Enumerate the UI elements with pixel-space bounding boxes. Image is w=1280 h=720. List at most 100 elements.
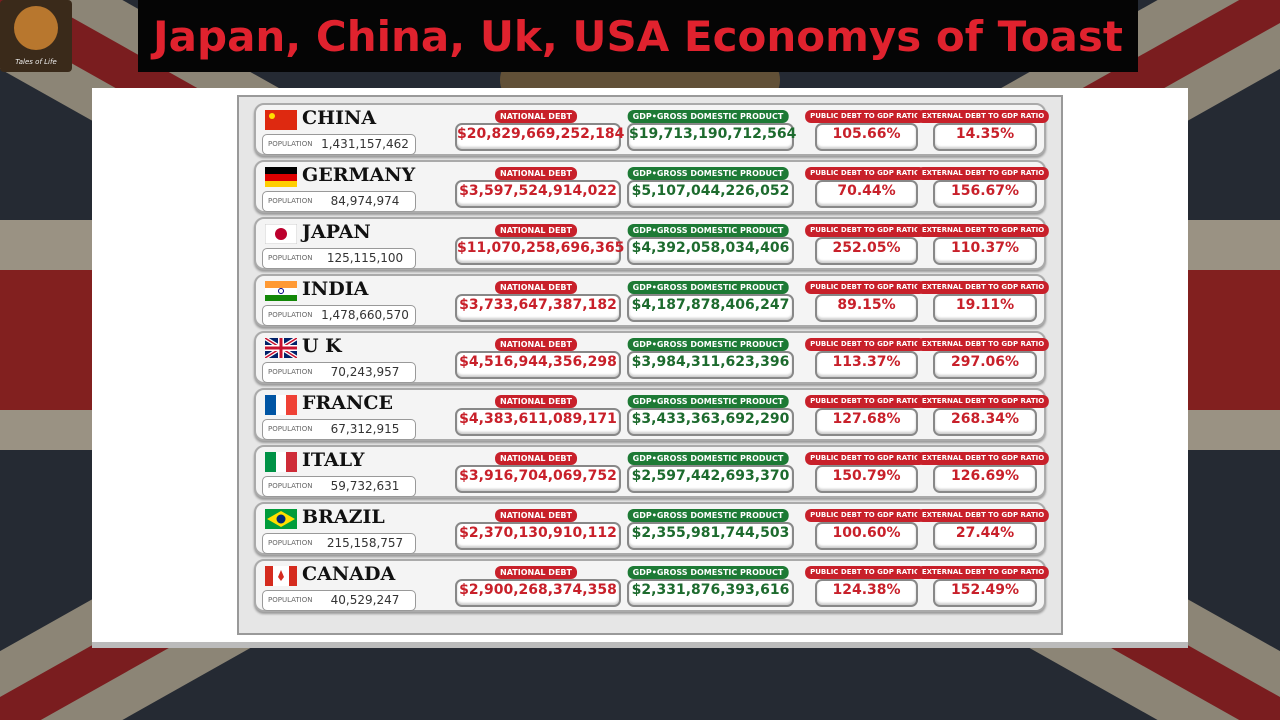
population-value: 70,243,957 [330,365,400,379]
external-ratio-value: 110.37% [933,237,1037,265]
national-debt-value: $4,383,611,089,171 [455,408,621,436]
national-debt-label: NATIONAL DEBT [495,452,577,465]
country-name: FRANCE [302,392,393,414]
external-ratio-label: EXTERNAL DEBT TO GDP RATIO [916,110,1050,123]
population-label: POPULATION [268,197,313,205]
external-ratio-label: EXTERNAL DEBT TO GDP RATIO [916,509,1050,522]
country-name: U K [302,335,342,357]
population-label: POPULATION [268,596,313,604]
logo-text: Tales of Life [15,58,57,66]
national-debt-value: $3,916,704,069,752 [455,465,621,493]
population-label: POPULATION [268,425,313,433]
external-ratio-label: EXTERNAL DEBT TO GDP RATIO [916,338,1050,351]
public-ratio-label: PUBLIC DEBT TO GDP RATIO [805,338,925,351]
national-debt-label: NATIONAL DEBT [495,395,577,408]
gdp-label: GDP•GROSS DOMESTIC PRODUCT [627,452,789,465]
public-ratio-value: 100.60% [815,522,918,550]
national-debt-value: $3,597,524,914,022 [455,180,621,208]
public-ratio-value: 105.66% [815,123,918,151]
national-debt-label: NATIONAL DEBT [495,566,577,579]
population-box [262,590,416,611]
external-ratio-value: 297.06% [933,351,1037,379]
external-ratio-label: EXTERNAL DEBT TO GDP RATIO [916,224,1050,237]
logo: Tales of Life [0,0,72,72]
country-name: JAPAN [302,221,371,243]
population-box [262,248,416,269]
gdp-label: GDP•GROSS DOMESTIC PRODUCT [627,566,789,579]
flag [265,110,297,130]
national-debt-value: $2,900,268,374,358 [455,579,621,607]
external-ratio-value: 156.67% [933,180,1037,208]
external-ratio-label: EXTERNAL DEBT TO GDP RATIO [916,167,1050,180]
gdp-label: GDP•GROSS DOMESTIC PRODUCT [627,167,789,180]
gdp-value: $3,984,311,623,396 [627,351,794,379]
country-name: BRAZIL [302,506,385,528]
country-name: GERMANY [302,164,416,186]
population-value: 84,974,974 [330,194,400,208]
population-value: 1,478,660,570 [321,308,409,322]
country-name: ITALY [302,449,365,471]
country-name: INDIA [302,278,369,300]
logo-lion [14,6,58,50]
gdp-value: $3,433,363,692,290 [627,408,794,436]
country-name: CHINA [302,107,377,129]
population-label: POPULATION [268,482,313,490]
gdp-label: GDP•GROSS DOMESTIC PRODUCT [627,281,789,294]
national-debt-value: $11,070,258,696,365 [455,237,624,265]
external-ratio-value: 152.49% [933,579,1037,607]
public-ratio-label: PUBLIC DEBT TO GDP RATIO [805,110,925,123]
gdp-value: $2,331,876,393,616 [627,579,794,607]
external-ratio-value: 268.34% [933,408,1037,436]
external-ratio-value: 14.35% [933,123,1037,151]
flag [265,395,297,415]
population-box [262,533,416,554]
gdp-label: GDP•GROSS DOMESTIC PRODUCT [627,110,789,123]
national-debt-value: $4,516,944,356,298 [455,351,621,379]
public-ratio-label: PUBLIC DEBT TO GDP RATIO [805,395,925,408]
population-label: POPULATION [268,539,313,547]
population-box [262,362,416,383]
population-value: 67,312,915 [330,422,400,436]
public-ratio-value: 70.44% [815,180,918,208]
external-ratio-value: 19.11% [933,294,1037,322]
population-value: 59,732,631 [330,479,400,493]
external-ratio-label: EXTERNAL DEBT TO GDP RATIO [916,566,1050,579]
external-ratio-value: 126.69% [933,465,1037,493]
national-debt-label: NATIONAL DEBT [495,167,577,180]
national-debt-label: NATIONAL DEBT [495,110,577,123]
population-label: POPULATION [268,311,313,319]
flag [265,452,297,472]
population-box [262,305,416,326]
gdp-value: $4,187,878,406,247 [627,294,794,322]
public-ratio-value: 150.79% [815,465,918,493]
flag [265,167,297,187]
population-value: 1,431,157,462 [321,137,409,151]
gdp-value: $4,392,058,034,406 [627,237,794,265]
gdp-value: $2,597,442,693,370 [627,465,794,493]
public-ratio-label: PUBLIC DEBT TO GDP RATIO [805,509,925,522]
public-ratio-value: 127.68% [815,408,918,436]
external-ratio-label: EXTERNAL DEBT TO GDP RATIO [916,395,1050,408]
external-ratio-value: 27.44% [933,522,1037,550]
population-box [262,419,416,440]
population-value: 40,529,247 [330,593,400,607]
public-ratio-label: PUBLIC DEBT TO GDP RATIO [805,167,925,180]
population-value: 215,158,757 [326,536,404,550]
public-ratio-value: 89.15% [815,294,918,322]
flag [265,509,297,529]
gdp-label: GDP•GROSS DOMESTIC PRODUCT [627,338,789,351]
population-box [262,476,416,497]
national-debt-label: NATIONAL DEBT [495,509,577,522]
population-value: 125,115,100 [326,251,404,265]
gdp-label: GDP•GROSS DOMESTIC PRODUCT [627,224,789,237]
public-ratio-label: PUBLIC DEBT TO GDP RATIO [805,566,925,579]
national-debt-label: NATIONAL DEBT [495,281,577,294]
country-name: CANADA [302,563,396,585]
population-label: POPULATION [268,254,313,262]
gdp-value: $2,355,981,744,503 [627,522,794,550]
public-ratio-value: 252.05% [815,237,918,265]
gdp-value: $5,107,044,226,052 [627,180,794,208]
flag [265,224,297,244]
population-label: POPULATION [268,140,313,148]
